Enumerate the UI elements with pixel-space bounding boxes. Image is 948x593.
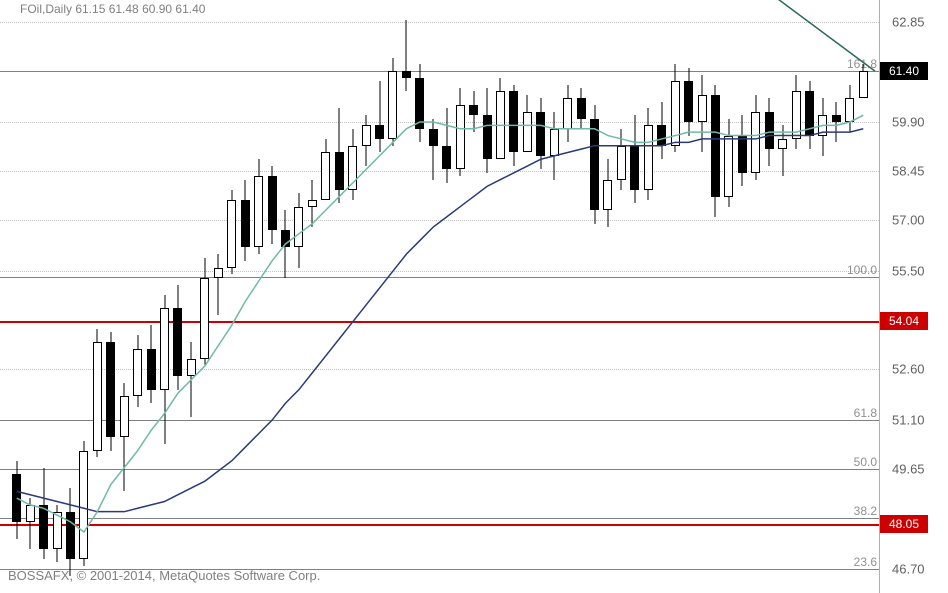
fib-label: 100.0 bbox=[847, 263, 877, 277]
fib-line bbox=[0, 420, 879, 421]
chart-container[interactable]: FOil,Daily 61.15 61.48 60.90 61.40 BOSSA… bbox=[0, 0, 948, 593]
plot-area[interactable]: FOil,Daily 61.15 61.48 60.90 61.40 BOSSA… bbox=[0, 0, 880, 593]
fib-line bbox=[0, 277, 879, 278]
price-tag: 48.05 bbox=[880, 515, 928, 533]
gridline bbox=[0, 271, 879, 272]
y-axis-label: 62.85 bbox=[892, 15, 942, 30]
chart-title: FOil,Daily 61.15 61.48 60.90 61.40 bbox=[20, 2, 205, 16]
ma-fast-line bbox=[0, 0, 880, 593]
gridline bbox=[0, 220, 879, 221]
y-axis-label: 59.90 bbox=[892, 114, 942, 129]
y-axis-label: 51.10 bbox=[892, 413, 942, 428]
fib-label: 23.6 bbox=[854, 555, 877, 569]
gridline bbox=[0, 22, 879, 23]
fib-label: 38.2 bbox=[854, 504, 877, 518]
fib-line bbox=[0, 518, 879, 519]
y-axis-label: 55.50 bbox=[892, 264, 942, 279]
current-price-tag: 61.40 bbox=[880, 62, 928, 80]
price-tag: 54.04 bbox=[880, 312, 928, 330]
fib-line bbox=[0, 569, 879, 570]
horizontal-red-line bbox=[0, 321, 879, 323]
horizontal-red-line bbox=[0, 524, 879, 526]
fib-line bbox=[0, 469, 879, 470]
y-axis-label: 52.60 bbox=[892, 362, 942, 377]
fib-line bbox=[0, 71, 879, 72]
y-axis-label: 46.70 bbox=[892, 562, 942, 577]
y-axis-label: 49.65 bbox=[892, 462, 942, 477]
y-axis-label: 57.00 bbox=[892, 213, 942, 228]
fib-label: 50.0 bbox=[854, 455, 877, 469]
y-axis: 62.85 61.40 59.90 58.45 57.00 55.50 54.04 52.60… bbox=[880, 0, 948, 593]
ma-slow-line bbox=[0, 0, 880, 593]
gridline bbox=[0, 122, 879, 123]
gridline bbox=[0, 171, 879, 172]
trend-line bbox=[0, 0, 880, 593]
y-axis-label: 58.45 bbox=[892, 164, 942, 179]
fib-label: 61.8 bbox=[854, 406, 877, 420]
gridline bbox=[0, 369, 879, 370]
